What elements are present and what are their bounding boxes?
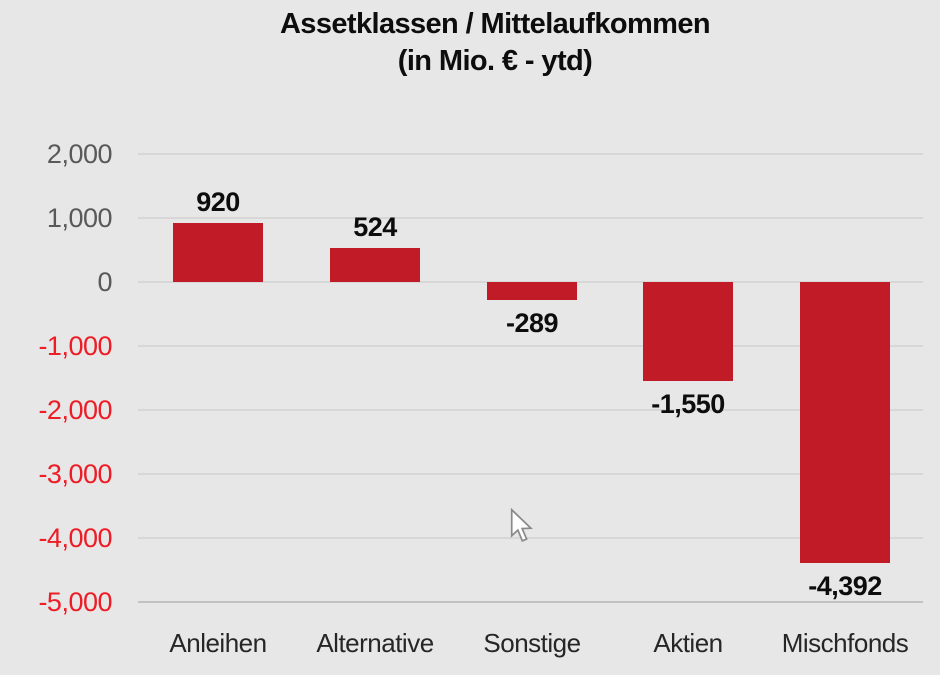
x-axis-line — [138, 601, 923, 603]
gridline — [138, 537, 923, 539]
bar-value-label: -1,550 — [651, 389, 725, 419]
bar-value-label: 524 — [353, 212, 397, 242]
x-axis-category-label: Sonstige — [483, 628, 581, 658]
x-axis-category-label: Alternative — [316, 628, 434, 658]
x-axis-category-label: Anleihen — [169, 628, 267, 658]
bar-value-label: -289 — [505, 308, 559, 338]
gridline — [138, 217, 923, 219]
y-axis-tick-label: -1,000 — [38, 331, 112, 361]
y-axis-tick-label: -5,000 — [38, 587, 112, 617]
chart-title-line2: (in Mio. € - ytd) — [397, 45, 593, 77]
y-axis-tick-label: -3,000 — [38, 459, 112, 489]
gridline — [138, 153, 923, 155]
y-axis-tick-label: -4,000 — [38, 523, 112, 553]
bar-sonstige — [487, 282, 577, 300]
bar-alternative — [330, 248, 420, 282]
gridline — [138, 409, 923, 411]
bar-aktien — [643, 282, 733, 381]
mouse-pointer-icon — [510, 508, 533, 543]
y-axis-tick-label: 0 — [97, 267, 112, 297]
x-axis-category-label: Aktien — [653, 628, 723, 658]
y-axis-tick-label: 2,000 — [46, 139, 113, 169]
gridline — [138, 345, 923, 347]
y-axis-tick-label: 1,000 — [46, 203, 113, 233]
bar-anleihen — [173, 223, 263, 282]
gridline — [138, 473, 923, 475]
x-axis-category-label: Mischfonds — [781, 628, 909, 658]
bar-value-label: -4,392 — [808, 571, 882, 601]
chart-title-line1: Assetklassen / Mittelaufkommen — [279, 8, 711, 40]
chart-title: Assetklassen / Mittelaufkommen (in Mio. … — [145, 6, 845, 80]
y-axis-tick-label: -2,000 — [38, 395, 112, 425]
bar-value-label: 920 — [196, 187, 240, 217]
bar-mischfonds — [800, 282, 890, 563]
